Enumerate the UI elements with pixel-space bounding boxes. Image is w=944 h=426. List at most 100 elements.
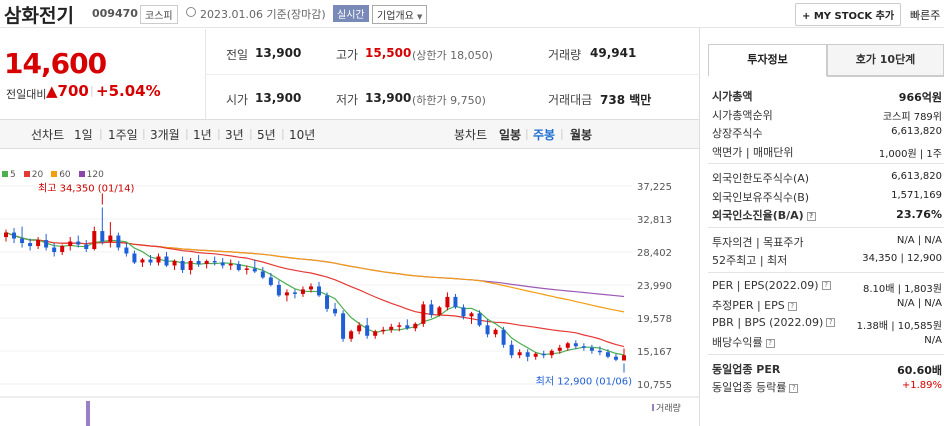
info-row: 외국인한도주식수(A) 6,613,820 (712, 168, 942, 187)
candle-body (84, 244, 89, 250)
candle-body (124, 247, 129, 254)
candle-body (116, 235, 121, 248)
realtime-button[interactable]: 실시간 (333, 5, 369, 22)
legend-swatch (2, 171, 8, 177)
info-row: PER | EPS(2022.09)? 8.10배 | 1,803원 (712, 277, 942, 296)
candle-body (76, 241, 81, 245)
corp-overview-dropdown[interactable]: 기업개요 ▼ (372, 5, 428, 24)
candle-monthly[interactable]: 월봉 (570, 128, 593, 142)
help-icon[interactable]: ? (765, 338, 775, 348)
candle-body (461, 307, 466, 317)
add-mystock-button[interactable]: + MY STOCK 추가 (795, 3, 902, 26)
info-label: 시가총액순위 (712, 108, 773, 122)
amount-label: 거래대금 (548, 93, 593, 107)
candle-body (132, 253, 137, 263)
candle-body (36, 240, 41, 247)
info-label: PBR | BPS (2022.09)? (712, 316, 836, 329)
info-row: 동일업종 등락률? +1.89% (712, 377, 942, 396)
y-tick-label: 37,225 (637, 182, 672, 193)
candle-body (493, 329, 498, 335)
info-value: 23.76% (896, 208, 942, 221)
candle-body (549, 350, 554, 356)
candle-body (469, 313, 474, 317)
candle-body (557, 347, 562, 351)
info-row: 외국인소진율(B/A)? 23.76% (712, 205, 942, 224)
candle-body (252, 268, 257, 272)
period-5y[interactable]: 5년 (257, 128, 276, 142)
legend-label: 120 (86, 170, 104, 180)
info-row: 시가총액순위 코스피 789위 (712, 105, 942, 124)
info-row: 상장주식수 6,613,820 (712, 123, 942, 142)
period-1d[interactable]: 1일 (74, 128, 93, 142)
candle-body (501, 329, 506, 345)
divider: | (142, 127, 146, 140)
help-icon[interactable]: ? (806, 211, 816, 221)
help-icon[interactable]: ? (826, 318, 836, 327)
candle-body (325, 295, 330, 309)
y-tick-label: 10,755 (637, 380, 672, 391)
candlestick-chart: 37,225 32,813 28,402 23,990 19,578 15,167 10,7… (0, 182, 699, 426)
chart-period-bar (0, 119, 699, 149)
tab-invest-info[interactable]: 투자정보 (708, 44, 827, 76)
candle-body (405, 325, 410, 329)
candle-weekly[interactable]: 주봉 (533, 128, 556, 142)
candle-body (533, 353, 538, 357)
info-value: 966억원 (898, 91, 942, 104)
candle-body (308, 286, 313, 290)
lower-limit: (하한가 9,750) (412, 94, 486, 107)
quick-search-link[interactable]: 빠른주 (910, 9, 941, 22)
amount-value: 738 백만 (600, 93, 652, 107)
info-label: 상장주식수 (712, 127, 763, 140)
info-value: 1,000원 | 1주 (878, 148, 942, 160)
divider (708, 226, 944, 228)
candle-body (52, 247, 57, 253)
ma-5-line (5, 232, 625, 356)
open-value: 13,900 (255, 91, 302, 105)
y-tick-label: 19,578 (637, 314, 672, 325)
period-3y[interactable]: 3년 (225, 128, 244, 142)
legend-swatch (23, 171, 30, 177)
candle-body (581, 346, 586, 348)
period-10y[interactable]: 10년 (289, 128, 316, 142)
info-value: 6,613,820 (891, 171, 942, 182)
info-value: 60.60배 (897, 363, 942, 377)
price-rate: +5.04% (96, 82, 161, 100)
corp-overview-label: 기업개요 (377, 11, 414, 22)
divider: | (525, 127, 529, 140)
period-3m[interactable]: 3개월 (150, 128, 180, 142)
period-1w[interactable]: 1주일 (108, 128, 138, 142)
stock-header (0, 0, 944, 28)
candle-body (164, 256, 169, 266)
help-icon[interactable]: ? (787, 301, 797, 311)
high-note: 최고 34,350 (01/14) (38, 183, 134, 195)
candle-body (573, 343, 578, 347)
candle-body (68, 241, 73, 247)
candle-daily[interactable]: 일봉 (499, 128, 522, 142)
diff-label: 전일대비 (6, 88, 47, 101)
candle-body (204, 260, 209, 264)
volume-value: 49,941 (590, 46, 637, 60)
tab-quote-10[interactable]: 호가 10단계 (827, 44, 944, 76)
candle-body (276, 284, 281, 296)
info-label: 투자의견 | 목표주가 (712, 235, 804, 249)
candle-body (381, 329, 386, 332)
divider: | (560, 127, 564, 140)
help-icon[interactable]: ? (789, 383, 799, 393)
help-icon[interactable]: ? (821, 281, 831, 290)
divider (205, 74, 698, 75)
candle-body (525, 352, 530, 357)
y-tick-label: 28,402 (637, 248, 672, 259)
period-1y[interactable]: 1년 (193, 128, 212, 142)
info-label: 시가총액 (712, 90, 753, 103)
info-row: 외국인보유주식수(B) 1,571,169 (712, 187, 942, 206)
candle-body (613, 356, 618, 360)
info-value: N/A | N/A (896, 298, 942, 309)
candle-body (349, 331, 354, 339)
info-label: 동일업종 등락률? (712, 379, 799, 395)
legend-label: 60 (59, 170, 71, 180)
candle-body (565, 343, 570, 348)
candle-body (292, 292, 297, 294)
candle-body (220, 262, 225, 266)
upper-limit: (상한가 18,050) (412, 49, 493, 62)
info-value: 8.10배 | 1,803원 (862, 283, 942, 295)
